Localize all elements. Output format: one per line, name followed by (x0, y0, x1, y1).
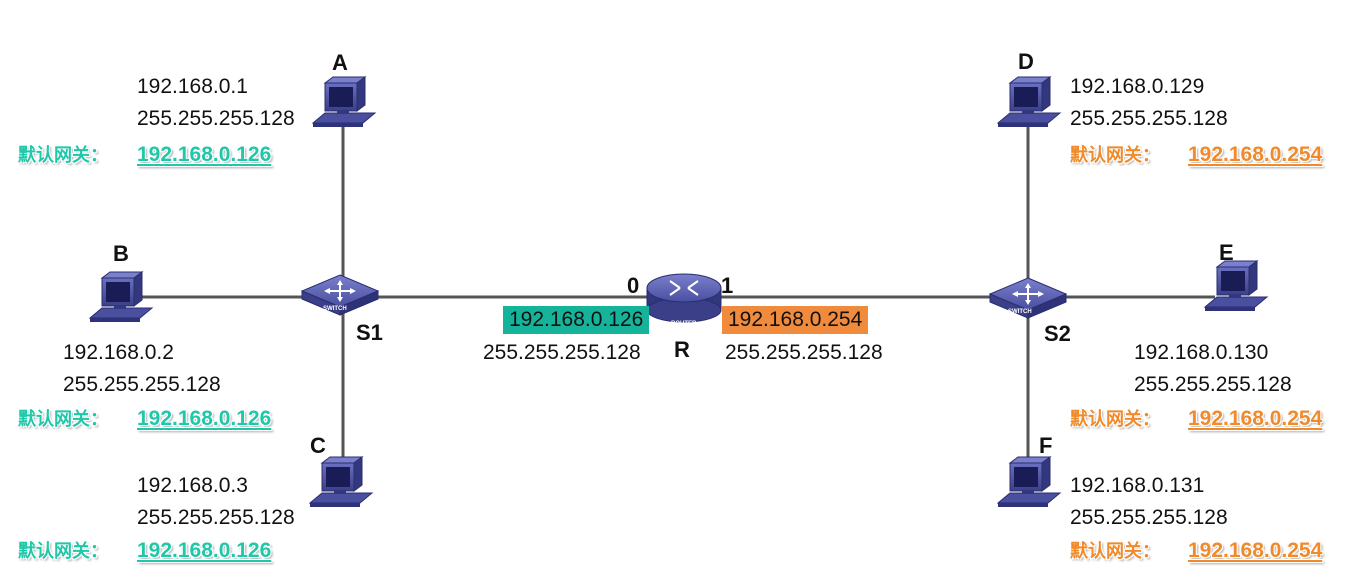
host-a-computer-icon (312, 76, 376, 128)
host-d-gateway-label: 默认网关： (1070, 145, 1160, 166)
router-icon: ROUTER (646, 273, 722, 327)
router-port-1-ip: 192.168.0.254 (722, 306, 869, 334)
host-e-mask: 255.255.255.128 (1134, 373, 1292, 396)
router-port-1-mask: 255.255.255.128 (725, 341, 883, 364)
host-e-label: E (1219, 240, 1234, 265)
host-f-computer-icon (997, 456, 1061, 508)
host-c-computer-icon (309, 456, 373, 508)
host-a-label: A (332, 50, 348, 75)
switch-s1-icon: SWITCH (301, 274, 379, 316)
host-c-gateway-ip: 192.168.0.126 (137, 539, 272, 562)
host-d-ip: 192.168.0.129 (1070, 75, 1205, 98)
svg-text:SWITCH: SWITCH (323, 306, 347, 312)
svg-text:ROUTER: ROUTER (671, 321, 697, 327)
host-e-gateway-label: 默认网关： (1070, 409, 1160, 430)
svg-text:SWITCH: SWITCH (1008, 309, 1032, 315)
host-f-gateway-ip: 192.168.0.254 (1188, 539, 1323, 562)
switch-s2-label: S2 (1044, 321, 1071, 346)
host-b-gateway-label: 默认网关： (18, 409, 108, 430)
host-d-gateway-ip: 192.168.0.254 (1188, 143, 1323, 166)
host-a-ip: 192.168.0.1 (137, 75, 248, 98)
router-port-0-label: 0 (627, 273, 640, 298)
switch-s2-icon: SWITCH (989, 277, 1067, 319)
host-d-mask: 255.255.255.128 (1070, 107, 1228, 130)
host-c-gateway-label: 默认网关： (18, 541, 108, 562)
host-a-gateway-label: 默认网关： (18, 145, 108, 166)
host-f-mask: 255.255.255.128 (1070, 506, 1228, 529)
router-port-1-label: 1 (721, 273, 734, 298)
host-f-gateway-label: 默认网关： (1070, 541, 1160, 562)
host-e-computer-icon (1204, 260, 1268, 312)
host-c-ip: 192.168.0.3 (137, 474, 248, 497)
host-c-mask: 255.255.255.128 (137, 506, 295, 529)
host-c-label: C (310, 433, 326, 458)
host-f-ip: 192.168.0.131 (1070, 474, 1205, 497)
host-a-mask: 255.255.255.128 (137, 107, 295, 130)
host-b-ip: 192.168.0.2 (63, 341, 174, 364)
host-e-ip: 192.168.0.130 (1134, 341, 1269, 364)
switch-s1-label: S1 (356, 320, 383, 345)
host-e-gateway-ip: 192.168.0.254 (1188, 407, 1323, 430)
host-b-label: B (113, 241, 129, 266)
host-b-mask: 255.255.255.128 (63, 373, 221, 396)
host-b-gateway-ip: 192.168.0.126 (137, 407, 272, 430)
router-label: R (674, 337, 690, 362)
host-d-computer-icon (997, 76, 1061, 128)
host-f-label: F (1039, 433, 1053, 458)
router-port-0-mask: 255.255.255.128 (483, 341, 641, 364)
host-a-gateway-ip: 192.168.0.126 (137, 143, 272, 166)
router-port-0-ip: 192.168.0.126 (503, 306, 650, 334)
host-d-label: D (1018, 49, 1034, 74)
